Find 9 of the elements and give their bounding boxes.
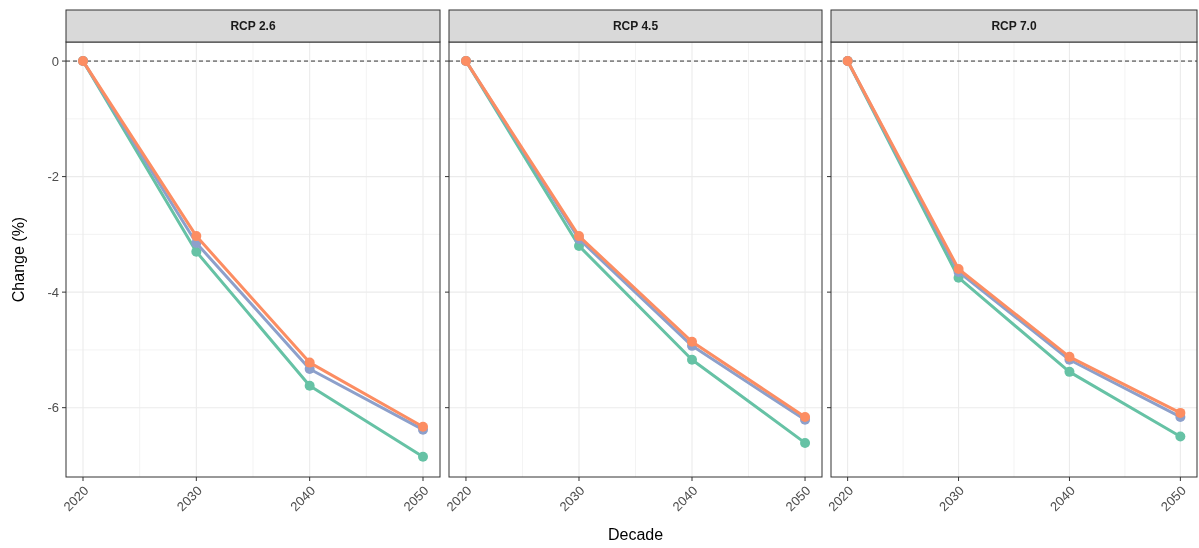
y-tick-label: -2 <box>47 169 59 185</box>
y-tick-label: 0 <box>51 53 59 69</box>
chart-title: RCP 7.0 <box>991 19 1037 33</box>
y-tick-label: -4 <box>47 284 59 300</box>
chart-title: RCP 4.5 <box>612 19 659 33</box>
chart-title: RCP 2.6 <box>230 19 276 33</box>
x-axis-title: Decade <box>607 526 664 543</box>
y-axis-title: Change (%) <box>10 216 27 303</box>
y-tick-label: -6 <box>47 400 59 416</box>
